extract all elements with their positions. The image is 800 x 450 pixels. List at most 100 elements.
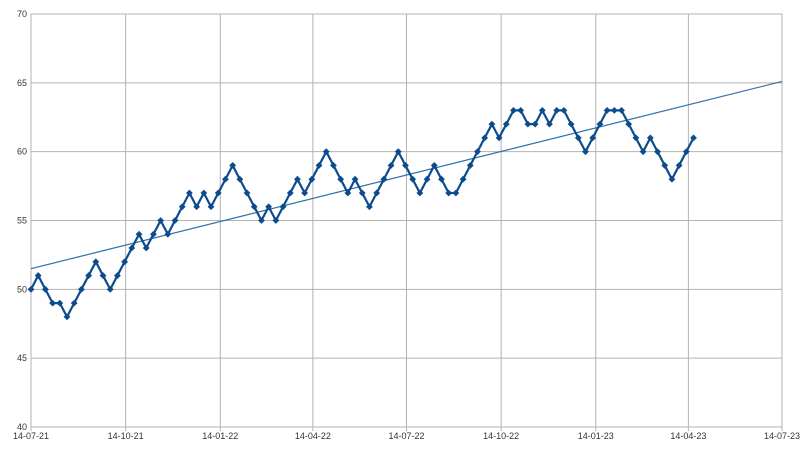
data-point-marker [409, 175, 417, 183]
data-point-marker [654, 148, 661, 156]
data-point-marker [207, 203, 215, 211]
data-point-marker [553, 106, 561, 114]
data-point-marker [250, 203, 258, 211]
data-point-marker [265, 203, 273, 211]
data-point-marker [294, 175, 301, 183]
data-point-marker [632, 134, 640, 142]
data-point-marker [178, 203, 186, 211]
data-point-marker [366, 203, 373, 211]
data-point-marker [337, 175, 345, 183]
x-tick-label: 14-07-21 [13, 431, 49, 441]
trendline [30, 80, 783, 270]
data-point-marker [164, 230, 172, 238]
data-point-marker [531, 120, 539, 128]
data-point-marker [315, 162, 323, 169]
data-point-marker [380, 175, 388, 183]
data-point-marker [34, 272, 42, 279]
data-point-marker [243, 189, 251, 197]
data-point-marker [582, 148, 589, 156]
data-point-marker [236, 175, 244, 183]
x-tick-label: 14-04-23 [670, 431, 706, 441]
data-point-marker [445, 189, 453, 197]
data-point-marker [200, 189, 208, 197]
data-point-marker [157, 217, 165, 224]
data-point-marker [142, 244, 150, 252]
data-point-marker [567, 120, 575, 128]
data-point-marker [668, 175, 676, 183]
data-point-marker [330, 162, 337, 169]
data-point-marker [49, 299, 57, 307]
x-tick-label: 14-10-22 [483, 431, 519, 441]
data-point-marker [322, 148, 330, 156]
data-point-marker [258, 217, 265, 224]
data-point-marker [114, 272, 121, 279]
y-tick-label: 65 [17, 78, 27, 88]
data-point-marker [466, 162, 474, 169]
data-point-marker [438, 175, 445, 183]
data-point-marker [560, 106, 568, 114]
data-point-marker [85, 272, 93, 279]
data-point-marker [214, 189, 222, 197]
data-point-marker [70, 299, 78, 307]
data-point-marker [675, 162, 683, 169]
data-point-marker [193, 203, 201, 211]
data-point-marker [589, 134, 597, 142]
x-tick-label: 14-04-22 [295, 431, 331, 441]
data-point-marker [502, 120, 510, 128]
data-point-marker [495, 134, 503, 142]
data-point-marker [488, 120, 496, 128]
data-point-marker [618, 106, 625, 114]
y-tick-label: 55 [17, 216, 27, 226]
data-point-marker [222, 175, 229, 183]
x-tick-label: 14-01-22 [202, 431, 238, 441]
data-point-marker [358, 189, 366, 197]
data-point-marker [661, 162, 669, 169]
data-point-marker [639, 148, 647, 156]
data-point-marker [546, 120, 553, 128]
y-tick-label: 45 [17, 353, 27, 363]
x-tick-label: 14-01-23 [578, 431, 614, 441]
data-point-marker [474, 148, 481, 156]
data-point-marker [279, 203, 287, 211]
data-point-marker [481, 134, 489, 142]
data-point-marker [301, 189, 309, 197]
data-point-marker [459, 175, 467, 183]
series-group [27, 106, 697, 321]
data-point-marker [42, 285, 49, 293]
data-point-marker [128, 244, 136, 252]
data-point-marker [78, 285, 85, 293]
data-point-marker [610, 106, 618, 114]
x-tick-label: 14-07-22 [388, 431, 424, 441]
data-point-marker [272, 217, 280, 224]
data-point-marker [373, 189, 381, 197]
data-point-marker [308, 175, 316, 183]
data-point-marker [603, 106, 611, 114]
data-point-marker [186, 189, 193, 197]
data-point-marker [27, 285, 35, 293]
data-point-marker [510, 106, 517, 114]
data-point-marker [92, 258, 100, 266]
data-point-marker [286, 189, 294, 197]
data-point-marker [106, 285, 114, 293]
data-point-marker [690, 134, 697, 142]
data-point-marker [517, 106, 525, 114]
data-point-marker [524, 120, 532, 128]
trendline-group [30, 80, 783, 270]
data-point-marker [121, 258, 129, 266]
data-point-marker [574, 134, 582, 142]
data-point-marker [452, 189, 460, 197]
data-point-marker [625, 120, 633, 128]
y-tick-label: 50 [17, 284, 27, 294]
data-point-marker [646, 134, 654, 142]
data-point-marker [538, 106, 546, 114]
y-tick-label: 60 [17, 147, 27, 157]
data-point-marker [351, 175, 359, 183]
data-point-marker [402, 162, 409, 169]
data-point-marker [56, 299, 64, 307]
data-point-marker [394, 148, 402, 156]
y-axis-tick-labels: 40 45 50 55 60 65 70 [17, 9, 27, 432]
x-tick-label: 14-07-23 [764, 431, 800, 441]
data-point-marker [99, 272, 107, 279]
data-point-marker [344, 189, 352, 197]
